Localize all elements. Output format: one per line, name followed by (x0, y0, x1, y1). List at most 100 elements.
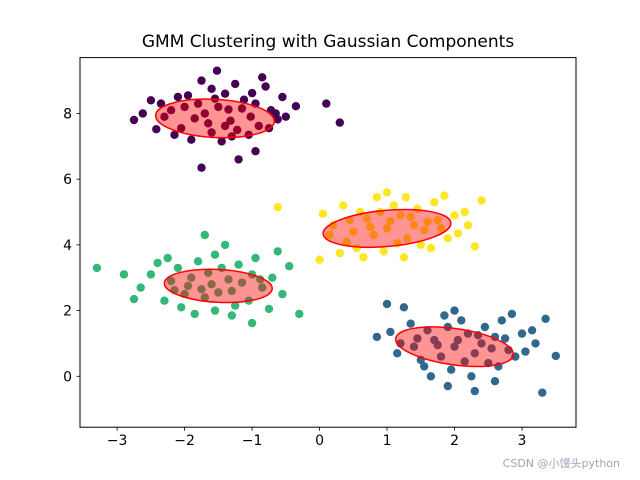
scatter-point-cluster-2 (163, 253, 172, 263)
scatter-point-cluster-0 (212, 66, 222, 75)
scatter-point-cluster-2 (207, 280, 216, 289)
scatter-point-cluster-0 (254, 121, 263, 131)
scatter-point-cluster-3 (426, 372, 436, 381)
scatter-point-cluster-3 (443, 381, 452, 391)
scatter-point-cluster-1 (426, 243, 436, 253)
scatter-point-cluster-1 (396, 211, 405, 220)
scatter-point-cluster-1 (382, 188, 392, 197)
scatter-point-cluster-3 (382, 299, 392, 309)
scatter-points-layer (92, 66, 560, 397)
scatter-point-cluster-3 (521, 347, 530, 356)
scatter-point-cluster-3 (450, 306, 459, 315)
scatter-point-cluster-1 (273, 202, 282, 212)
scatter-point-cluster-0 (233, 125, 242, 135)
watermark: CSDN @小馒头python (503, 457, 620, 470)
scatter-point-cluster-0 (190, 114, 199, 123)
scatter-point-cluster-1 (440, 191, 449, 200)
gaussian-component-ellipse (163, 268, 273, 304)
scatter-point-cluster-1 (325, 230, 334, 240)
scatter-point-cluster-3 (372, 332, 382, 342)
scatter-point-cluster-0 (258, 73, 267, 82)
scatter-point-cluster-2 (197, 285, 206, 294)
scatter-point-cluster-0 (278, 92, 287, 102)
scatter-point-cluster-3 (517, 329, 527, 338)
scatter-point-cluster-1 (362, 214, 371, 223)
scatter-point-cluster-1 (386, 217, 395, 226)
scatter-point-cluster-0 (271, 109, 280, 118)
chart-title: GMM Clustering with Gaussian Components (142, 32, 515, 52)
scatter-point-cluster-0 (200, 109, 209, 118)
scatter-point-cluster-3 (447, 365, 456, 374)
scatter-point-cluster-2 (273, 247, 282, 256)
scatter-point-cluster-3 (490, 377, 500, 386)
scatter-point-cluster-2 (268, 273, 277, 282)
scatter-point-cluster-1 (399, 253, 409, 262)
scatter-point-cluster-1 (379, 247, 388, 256)
scatter-point-cluster-1 (401, 193, 411, 202)
scatter-point-cluster-0 (291, 102, 301, 111)
scatter-point-cluster-1 (463, 221, 473, 230)
scatter-point-cluster-3 (497, 316, 506, 325)
scatter-point-cluster-1 (409, 221, 419, 230)
scatter-point-cluster-1 (339, 201, 348, 210)
scatter-point-cluster-2 (227, 311, 236, 320)
scatter-point-cluster-1 (318, 209, 328, 218)
scatter-point-cluster-3 (457, 316, 466, 325)
scatter-point-cluster-2 (119, 270, 129, 279)
scatter-point-cluster-3 (480, 322, 490, 332)
scatter-point-cluster-0 (207, 128, 216, 137)
scatter-point-cluster-0 (220, 89, 230, 98)
scatter-point-cluster-2 (214, 288, 223, 297)
scatter-point-cluster-3 (423, 326, 432, 335)
scatter-point-cluster-1 (369, 230, 378, 240)
scatter-point-cluster-3 (440, 311, 449, 320)
scatter-point-cluster-1 (366, 222, 375, 231)
scatter-point-cluster-1 (436, 224, 446, 233)
scatter-point-cluster-2 (258, 283, 267, 292)
x-tick-label: −1 (242, 433, 263, 449)
scatter-point-cluster-3 (436, 352, 446, 361)
scatter-point-cluster-0 (231, 79, 240, 89)
scatter-point-cluster-1 (406, 212, 415, 222)
scatter-point-cluster-0 (246, 112, 255, 121)
scatter-point-cluster-2 (190, 309, 199, 319)
scatter-point-cluster-2 (237, 278, 247, 287)
scatter-point-cluster-1 (416, 240, 425, 250)
scatter-point-cluster-2 (166, 276, 176, 286)
scatter-point-cluster-0 (187, 135, 196, 144)
scatter-point-cluster-3 (409, 342, 419, 351)
scatter-point-cluster-2 (234, 260, 243, 269)
scatter-point-cluster-2 (251, 253, 260, 263)
scatter-point-cluster-1 (372, 193, 382, 202)
scatter-point-cluster-1 (443, 234, 452, 243)
scatter-point-cluster-2 (92, 263, 102, 273)
scatter-point-cluster-0 (138, 109, 147, 118)
scatter-point-cluster-3 (531, 339, 540, 348)
scatter-point-cluster-0 (183, 91, 193, 100)
scatter-point-cluster-1 (420, 225, 429, 235)
scatter-point-cluster-1 (460, 207, 469, 217)
scatter-point-cluster-0 (251, 147, 260, 156)
scatter-point-cluster-0 (166, 106, 176, 115)
scatter-point-cluster-1 (403, 234, 412, 243)
gaussian-component-ellipse (322, 208, 452, 249)
scatter-point-cluster-3 (460, 357, 469, 366)
scatter-point-cluster-2 (200, 293, 209, 302)
scatter-point-cluster-3 (477, 339, 486, 348)
scatter-point-cluster-1 (477, 196, 486, 205)
x-tick-label: 0 (315, 433, 324, 449)
scatter-point-cluster-2 (187, 273, 196, 282)
scatter-point-cluster-3 (467, 372, 476, 381)
scatter-point-cluster-2 (204, 268, 213, 277)
scatter-point-cluster-0 (335, 118, 344, 127)
scatter-point-cluster-3 (507, 309, 517, 319)
scatter-point-cluster-0 (247, 88, 257, 98)
scatter-point-cluster-3 (413, 334, 422, 343)
scatter-point-cluster-3 (470, 386, 479, 396)
scatter-point-cluster-1 (359, 253, 368, 262)
y-tick-label: 2 (63, 304, 72, 320)
scatter-point-cluster-2 (210, 250, 220, 259)
scatter-point-cluster-2 (264, 304, 274, 314)
scatter-point-cluster-0 (180, 102, 189, 112)
